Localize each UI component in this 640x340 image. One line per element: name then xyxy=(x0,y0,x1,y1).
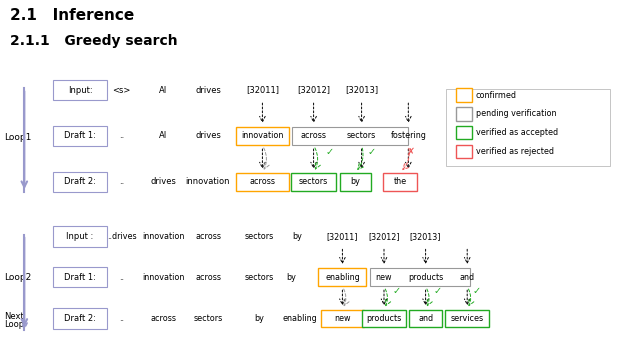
Text: the: the xyxy=(394,177,406,186)
Text: ✓: ✓ xyxy=(326,147,333,157)
Text: new: new xyxy=(334,314,351,323)
Text: innovation: innovation xyxy=(142,273,184,282)
Text: ✓: ✓ xyxy=(473,286,481,296)
Text: ✓: ✓ xyxy=(367,147,375,157)
Text: Loop: Loop xyxy=(4,320,24,329)
Bar xyxy=(456,144,472,158)
Text: [32011]: [32011] xyxy=(326,232,358,241)
Bar xyxy=(456,126,472,139)
Text: Input :: Input : xyxy=(67,232,93,241)
Text: ..: .. xyxy=(119,132,124,140)
Text: pending verification: pending verification xyxy=(476,109,556,118)
Text: Draft 2:: Draft 2: xyxy=(64,314,96,323)
Bar xyxy=(445,310,489,327)
Text: enabling: enabling xyxy=(282,314,317,323)
Text: drives: drives xyxy=(195,86,221,95)
Bar xyxy=(52,80,107,100)
Text: ✓: ✓ xyxy=(393,286,401,296)
Text: fostering: fostering xyxy=(390,132,426,140)
Text: products: products xyxy=(408,273,444,282)
Text: [32012]: [32012] xyxy=(368,232,400,241)
Bar xyxy=(321,310,364,327)
Text: sectors: sectors xyxy=(244,232,274,241)
Text: <s>: <s> xyxy=(113,86,131,95)
Bar xyxy=(236,126,289,146)
Text: by: by xyxy=(286,273,296,282)
Bar xyxy=(52,308,107,329)
Text: [32013]: [32013] xyxy=(410,232,442,241)
Text: ✗: ✗ xyxy=(406,147,415,157)
Text: Input:: Input: xyxy=(68,86,92,95)
Text: ..: .. xyxy=(119,314,124,323)
Text: sectors: sectors xyxy=(244,273,274,282)
Text: verified as accepted: verified as accepted xyxy=(476,128,557,137)
Bar xyxy=(52,267,107,287)
Text: across: across xyxy=(150,314,176,323)
Text: Draft 1:: Draft 1: xyxy=(64,132,96,140)
Bar xyxy=(362,310,406,327)
Text: Loop1: Loop1 xyxy=(4,133,32,142)
Text: innovation: innovation xyxy=(186,177,230,186)
Text: enabling: enabling xyxy=(325,273,360,282)
Bar xyxy=(52,126,107,146)
Text: [32013]: [32013] xyxy=(345,86,378,95)
Bar xyxy=(236,173,289,191)
Text: [32011]: [32011] xyxy=(246,86,279,95)
Text: new: new xyxy=(376,273,392,282)
Text: [32012]: [32012] xyxy=(297,86,330,95)
Text: ..: .. xyxy=(119,273,124,282)
Text: sectors: sectors xyxy=(347,132,376,140)
Text: by: by xyxy=(350,177,360,186)
Text: by: by xyxy=(292,232,303,241)
Text: across: across xyxy=(195,273,221,282)
Text: 2.1   Inference: 2.1 Inference xyxy=(10,8,134,23)
Text: AI: AI xyxy=(159,86,167,95)
Text: across: across xyxy=(195,232,221,241)
Text: AI: AI xyxy=(159,132,167,140)
Bar xyxy=(447,89,609,166)
Bar xyxy=(319,268,366,286)
Text: ..drives: ..drives xyxy=(107,232,136,241)
Bar xyxy=(340,173,371,191)
Text: across: across xyxy=(250,177,275,186)
Bar xyxy=(383,173,417,191)
Bar xyxy=(291,173,336,191)
Text: services: services xyxy=(451,314,484,323)
Text: ..: .. xyxy=(119,177,124,186)
Text: innovation: innovation xyxy=(142,232,184,241)
Text: drives: drives xyxy=(195,132,221,140)
Text: drives: drives xyxy=(150,177,176,186)
Text: Draft 2:: Draft 2: xyxy=(64,177,96,186)
Text: innovation: innovation xyxy=(241,132,284,140)
Text: sectors: sectors xyxy=(299,177,328,186)
Bar xyxy=(292,126,408,146)
Text: and: and xyxy=(418,314,433,323)
Text: verified as rejected: verified as rejected xyxy=(476,147,554,156)
Bar xyxy=(52,172,107,192)
Text: confirmed: confirmed xyxy=(476,91,516,100)
Text: and: and xyxy=(460,273,475,282)
Text: sectors: sectors xyxy=(193,314,223,323)
Text: products: products xyxy=(366,314,402,323)
Bar xyxy=(409,310,442,327)
Text: Loop2: Loop2 xyxy=(4,273,32,282)
Text: 2.1.1   Greedy search: 2.1.1 Greedy search xyxy=(10,34,177,48)
Text: by: by xyxy=(254,314,264,323)
Text: across: across xyxy=(301,132,326,140)
Text: Next: Next xyxy=(4,312,24,321)
Bar xyxy=(456,107,472,121)
Text: Draft 1:: Draft 1: xyxy=(64,273,96,282)
Bar xyxy=(456,88,472,102)
Bar xyxy=(52,226,107,246)
Text: ✓: ✓ xyxy=(433,286,441,296)
Bar xyxy=(370,268,470,286)
